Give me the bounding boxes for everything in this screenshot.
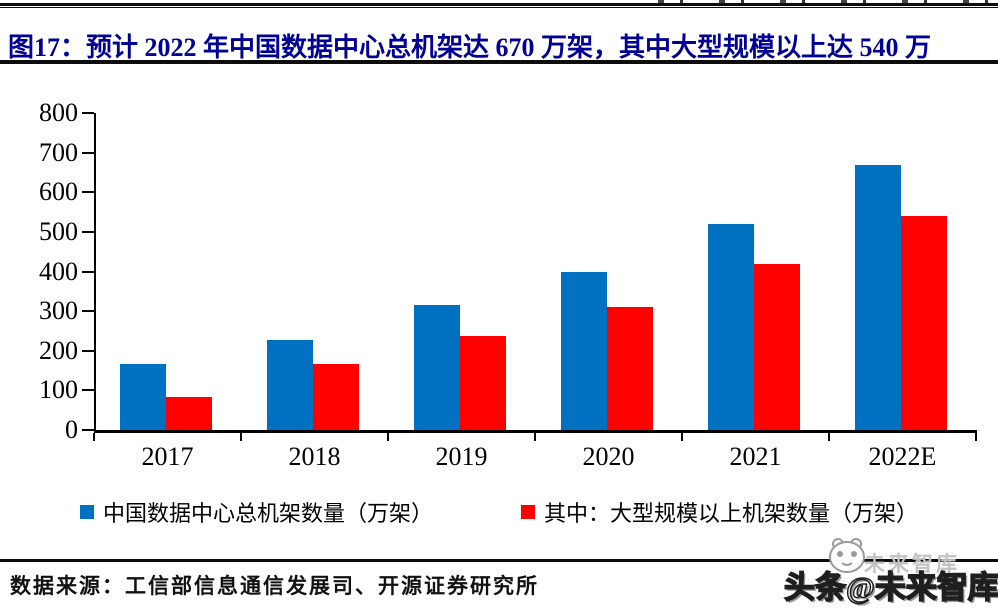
x-axis-category-label: 2017 [141,442,194,471]
y-axis-tick [82,310,94,313]
legend-item-total: 中国数据中心总机架数量（万架） [79,496,433,528]
y-axis-tick-label: 0 [65,415,78,444]
top-divider-rule [0,3,998,8]
bar-large-scale [312,364,359,430]
x-axis-category-label: 2021 [729,442,782,471]
bar-large-scale [459,336,506,430]
bar-total [413,305,460,430]
bar-large-scale [165,397,212,430]
bar-total [266,340,313,430]
y-axis-tick [82,429,94,431]
y-axis-tick-label: 300 [39,296,78,326]
y-axis-tick [82,151,94,154]
bar-total [854,164,901,430]
legend-label-total: 中国数据中心总机架数量（万架） [102,501,433,526]
panda-face-icon [829,538,865,573]
y-axis-tick-label: 400 [39,256,78,286]
title-underline-rule [0,60,998,64]
y-axis-line [94,113,96,431]
footer-divider-rule [0,559,998,562]
cropped-top-text-remnant [640,0,990,3]
bar-total [560,271,607,430]
y-axis-tick [82,191,94,194]
bar-total [707,223,754,430]
x-axis-tick [534,433,536,441]
y-axis-tick [82,349,94,352]
x-axis-tick [975,433,977,441]
y-axis-tick [82,270,94,273]
legend-swatch-red [521,505,535,519]
x-axis-tick [240,433,242,441]
x-axis-category-label: 2020 [582,442,635,471]
y-axis-tick-label: 200 [39,335,78,365]
x-axis-tick [93,433,95,441]
watermark-ghost-text: 未来智库 [864,552,960,576]
x-axis-tick [387,433,389,441]
y-axis-tick-label: 800 [39,98,78,127]
watermark-main-text: 头条@未来智库 [783,569,998,606]
legend-swatch-blue [79,505,94,519]
y-axis-tick-label: 100 [39,375,78,405]
bar-large-scale [606,307,653,430]
bar-large-scale [900,216,947,430]
x-axis-category-label: 2018 [288,442,341,471]
bar-large-scale [753,263,800,430]
x-axis-tick [828,433,830,441]
y-axis-tick-label: 700 [39,137,78,167]
legend-item-large-scale: 其中：大型规模以上机架数量（万架） [521,496,918,528]
legend-label-large-scale: 其中：大型规模以上机架数量（万架） [544,501,919,526]
figure-title: 图17：预计 2022 年中国数据中心总机架达 670 万架，其中大型规模以上达… [8,33,932,62]
y-axis-tick-label: 600 [39,177,78,207]
y-axis-tick [82,112,94,114]
chart-legend: 中国数据中心总机架数量（万架） 其中：大型规模以上机架数量（万架） [0,496,998,528]
x-axis-category-label: 2019 [435,442,488,471]
watermark: 未来智库 头条@未来智库 [783,536,998,610]
bar-total [119,364,166,430]
y-axis-tick-label: 500 [39,216,78,246]
data-source-note: 数据来源：工信部信息通信发展司、开源证券研究所 [10,574,539,598]
x-axis-tick [681,433,683,441]
y-axis-tick [82,389,94,392]
x-axis-category-label: 2022E [868,442,937,471]
x-axis-line [94,430,977,433]
y-axis-tick [82,230,94,233]
